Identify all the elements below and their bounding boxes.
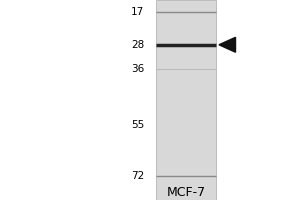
Text: MCF-7: MCF-7 bbox=[167, 186, 206, 199]
Polygon shape bbox=[219, 37, 236, 52]
Text: 17: 17 bbox=[131, 7, 144, 17]
Text: 72: 72 bbox=[131, 171, 144, 181]
Text: 28: 28 bbox=[131, 40, 144, 50]
Text: 55: 55 bbox=[131, 120, 144, 130]
Text: 36: 36 bbox=[131, 64, 144, 74]
Bar bbox=[156, 0, 216, 200]
